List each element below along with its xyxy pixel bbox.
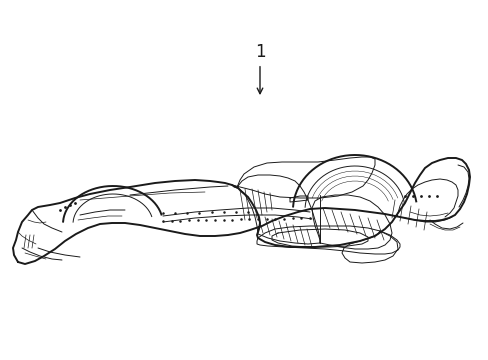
Text: 1: 1: [254, 43, 265, 94]
